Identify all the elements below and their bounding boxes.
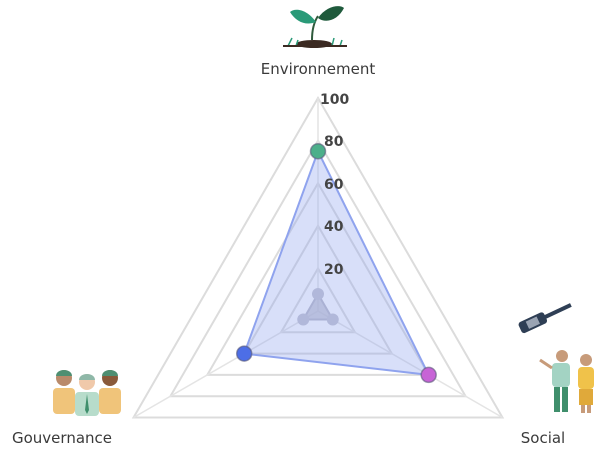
- grid-ring-20: [279, 266, 357, 334]
- radar-grid: [131, 95, 505, 419]
- business-group-icon: [53, 370, 121, 416]
- grid-ring-100: [131, 95, 505, 419]
- tick-label-80: 80: [324, 134, 344, 150]
- data-point-environnement[interactable]: [309, 143, 327, 160]
- tick-label-100: 100: [320, 92, 349, 108]
- tick-label-40: 40: [324, 219, 344, 235]
- tick-label-20: 20: [324, 262, 344, 278]
- inner-point-2[interactable]: [297, 313, 310, 326]
- grid-spoke-2: [133, 310, 319, 419]
- grid-ring-80: [168, 138, 468, 398]
- tick-label-60: 60: [324, 177, 344, 193]
- grid-spoke-1: [317, 310, 503, 419]
- data-point-gouvernance[interactable]: [235, 345, 253, 362]
- axis-label-social: Social: [521, 429, 565, 447]
- axis-label-environnement: Environnement: [261, 60, 376, 78]
- tick-labels: 20 40 60 80 100: [320, 92, 349, 278]
- grid-ring-60: [205, 181, 431, 376]
- seedling-icon: [283, 6, 347, 48]
- data-point-social[interactable]: [420, 366, 437, 384]
- axis-label-gouvernance: Gouvernance: [12, 429, 112, 447]
- series-layer: [235, 143, 437, 384]
- gavel-people-icon: [518, 303, 594, 413]
- inner-point-1[interactable]: [326, 313, 339, 326]
- grid-ring-40: [242, 223, 394, 355]
- series-area-main: [242, 148, 431, 377]
- series-area-inner: [301, 291, 335, 321]
- inner-point-0[interactable]: [312, 287, 324, 300]
